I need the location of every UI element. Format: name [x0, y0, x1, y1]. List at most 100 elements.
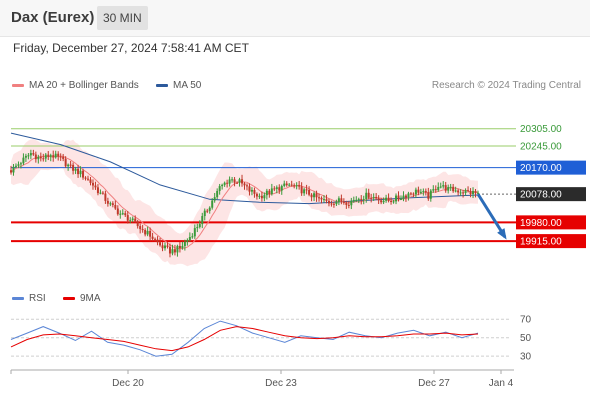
candle-body: [248, 186, 251, 192]
candle-body: [474, 191, 477, 194]
candle-body: [372, 196, 375, 198]
candle-body: [19, 163, 22, 165]
candle-body: [82, 170, 85, 178]
candles: [10, 149, 479, 258]
candle-body: [295, 185, 298, 187]
candle-body: [347, 204, 350, 206]
candle-body: [442, 185, 445, 187]
candle-body: [119, 213, 122, 215]
candle-body: [49, 155, 52, 157]
candle-body: [191, 236, 194, 238]
candle-body: [385, 197, 388, 201]
timeframe-button[interactable]: 30 MIN: [97, 6, 148, 30]
candle-body: [325, 199, 328, 201]
candle-body: [24, 155, 27, 158]
candle-body: [293, 185, 296, 187]
bollinger-band: [11, 139, 478, 267]
level-label: 20305.00: [520, 124, 562, 135]
candle-body: [464, 190, 467, 193]
candle-body: [111, 203, 114, 206]
legend-ma50: MA 50: [156, 80, 201, 91]
candle-body: [74, 168, 77, 171]
candle-body: [387, 197, 390, 202]
candle-body: [447, 187, 450, 191]
candle-body: [34, 154, 37, 160]
level-label: 19915.00: [520, 237, 562, 248]
candle-body: [429, 190, 432, 199]
candle-body: [407, 193, 410, 198]
candle-body: [109, 203, 112, 205]
candle-body: [124, 213, 127, 216]
candle-body: [42, 158, 45, 160]
candle-body: [285, 183, 288, 186]
candle-body: [352, 199, 355, 201]
candle-body: [218, 186, 221, 191]
candle-body: [255, 193, 258, 197]
candle-body: [166, 245, 169, 247]
candle-body: [228, 179, 231, 184]
candle-body: [72, 164, 75, 171]
candle-body: [444, 185, 447, 191]
candle-body: [380, 200, 383, 203]
candle-body: [159, 242, 162, 246]
candle-body: [332, 203, 335, 205]
candle-body: [154, 238, 157, 240]
candle-body: [94, 185, 97, 188]
candle-body: [253, 189, 256, 194]
candle-body: [449, 186, 452, 188]
candle-body: [37, 156, 40, 160]
candle-body: [318, 197, 321, 199]
candle-body: [365, 192, 368, 200]
candle-body: [265, 190, 268, 196]
candle-body: [290, 184, 293, 186]
candle-body: [193, 228, 196, 237]
candle-body: [340, 198, 343, 202]
candle-body: [129, 219, 132, 221]
candle-body: [439, 186, 442, 188]
candle-body: [99, 192, 102, 194]
candle-body: [186, 239, 189, 242]
candle-body: [258, 195, 261, 197]
candle-body: [164, 245, 167, 249]
candle-body: [188, 237, 191, 240]
rsi-tick-label: 30: [520, 352, 532, 363]
legend-rsi: RSI: [12, 293, 46, 304]
candle-body: [310, 194, 313, 198]
candle-body: [149, 230, 152, 237]
candle-body: [216, 190, 219, 198]
candle-body: [275, 187, 278, 190]
candle-body: [298, 185, 301, 187]
candle-body: [427, 192, 430, 199]
candle-body: [322, 199, 325, 201]
candle-body: [432, 189, 435, 191]
candle-body: [397, 195, 400, 199]
rsi-series-9ma: [10, 326, 479, 352]
candle-body: [203, 210, 206, 217]
candle-body: [375, 196, 378, 199]
candle-body: [260, 195, 263, 199]
candle-body: [350, 200, 353, 206]
candle-body: [223, 182, 226, 185]
level-label: 20170.00: [520, 163, 562, 174]
candle-body: [54, 153, 57, 158]
candle-body: [96, 187, 99, 194]
candle-body: [146, 230, 149, 235]
candle-body: [402, 195, 405, 199]
candle-body: [198, 224, 201, 228]
candle-body: [280, 185, 283, 191]
candle-body: [283, 183, 286, 186]
candle-body: [101, 192, 104, 194]
candle-body: [183, 241, 186, 247]
candle-body: [27, 155, 30, 157]
candle-body: [414, 189, 417, 195]
level-label: 19980.00: [520, 218, 562, 229]
x-tick-label: Jan 4: [489, 378, 514, 389]
x-tick-label: Dec 23: [265, 378, 297, 389]
candle-body: [139, 226, 142, 230]
level-label-bg: [516, 187, 586, 202]
candle-body: [176, 245, 179, 253]
candle-body: [288, 184, 291, 186]
candle-body: [409, 193, 412, 195]
candle-body: [32, 153, 35, 155]
